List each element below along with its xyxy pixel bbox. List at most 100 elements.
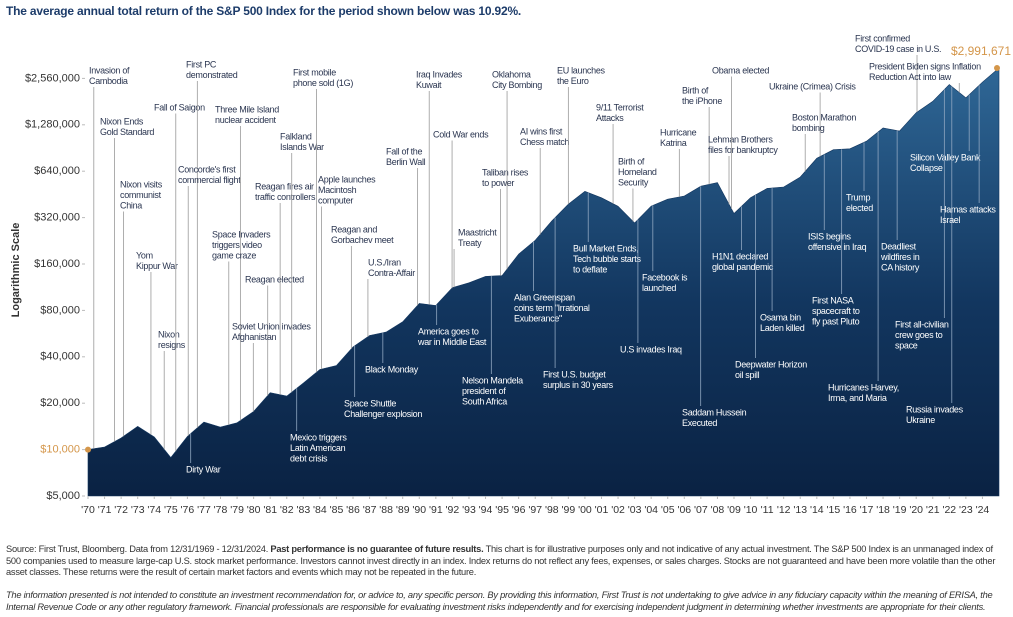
x-tick-label: '08 (711, 504, 725, 516)
annotation-text: Space Invaders (212, 230, 271, 240)
x-tick-label: '71 (98, 504, 112, 516)
x-tick-label: '74 (147, 504, 161, 516)
x-tick-label: '73 (131, 504, 145, 516)
annotation-text: Tech bubble starts (573, 254, 641, 264)
annotation-text: Osama bin (760, 313, 801, 323)
annotation-text: Hurricanes Harvey, (828, 383, 899, 393)
disclaimer: The information presented is not intende… (6, 590, 993, 612)
annotation-text: Invasion of (89, 66, 130, 76)
x-tick-label: '06 (677, 504, 691, 516)
annotation-text: space (895, 341, 918, 351)
x-tick-label: '77 (197, 504, 211, 516)
annotation-text: president of (462, 386, 506, 396)
x-tick-label: '70 (81, 504, 95, 516)
annotation-text: President Biden signs Inflation (869, 62, 981, 72)
x-tick-label: '22 (942, 504, 956, 516)
annotation-text: Contra-Affair (368, 268, 415, 278)
annotation-text: Executed (682, 418, 717, 428)
x-tick-label: '81 (263, 504, 277, 516)
annotation-text: Facebook is (642, 273, 688, 283)
annotation-text: Soviet Union invades (232, 322, 311, 332)
annotation-text: Oklahoma (492, 70, 531, 80)
annotation-text: Latin American (290, 443, 346, 453)
annotation-text: America goes to (418, 327, 479, 337)
annotation-text: City Bombing (492, 80, 542, 90)
x-tick-label: '13 (793, 504, 807, 516)
annotation-text: U.S./Iran (368, 258, 401, 268)
x-tick-label: '84 (313, 504, 327, 516)
x-tick-label: '90 (412, 504, 426, 516)
annotation-text: Iraq Invades (416, 70, 463, 80)
end-point (994, 64, 1000, 71)
x-tick-label: '76 (181, 504, 195, 516)
x-tick-label: '75 (164, 504, 178, 516)
annotation-text: surplus in 30 years (543, 380, 614, 390)
x-tick-label: '80 (247, 504, 261, 516)
annotation-text: to deflate (573, 265, 607, 275)
start-point (85, 446, 91, 453)
annotation-text: Laden killed (760, 323, 805, 333)
annotation-text: First PC (186, 60, 217, 70)
annotation-text: crew goes to (895, 330, 943, 340)
annotation-text: South Africa (462, 397, 507, 407)
annotation-text: Maastricht (458, 228, 497, 238)
annotation-text: launched (642, 283, 676, 293)
annotation-text: Macintosh (318, 185, 357, 195)
annotation-text: Concorde's first (178, 165, 236, 175)
x-tick-label: '09 (727, 504, 741, 516)
x-tick-label: '23 (959, 504, 973, 516)
x-tick-label: '18 (876, 504, 890, 516)
annotation-text: EU launches (557, 66, 606, 76)
annotation-text: Hamas attacks (940, 205, 996, 215)
x-tick-label: '02 (611, 504, 625, 516)
annotation-text: Alan Greenspan (514, 293, 575, 303)
value-label: $2,991,671 (951, 44, 1011, 58)
annotation-text: Lehman Brothers (708, 135, 773, 145)
annotation-text: debt crisis (290, 454, 328, 464)
annotation-text: to power (482, 178, 514, 188)
annotation-text: COVID-19 case in U.S. (855, 44, 941, 54)
y-tick-label: $10,000 (40, 444, 80, 456)
x-tick-label: '03 (628, 504, 642, 516)
footnote-text: This chart is for illustrative purposes … (6, 544, 996, 577)
annotation-text: Islands War (280, 142, 324, 152)
annotation-text: Reagan and (331, 225, 377, 235)
footnote-bold: Past performance is no guarantee of futu… (270, 544, 484, 554)
x-tick-label: '10 (744, 504, 758, 516)
y-tick-label: $40,000 (40, 351, 80, 363)
annotation-text: Afghanistan (232, 332, 277, 342)
annotation-text: U.S invades Iraq (620, 345, 682, 355)
x-tick-label: '86 (346, 504, 360, 516)
annotation-text: Yom (136, 251, 153, 261)
annotation-text: Gold Standard (100, 127, 154, 137)
x-tick-label: '20 (909, 504, 923, 516)
annotation-text: Bull Market Ends, (573, 244, 638, 254)
annotation-text: Birth of (682, 86, 709, 96)
x-tick-label: '96 (512, 504, 526, 516)
annotation-text: Russia invades (906, 405, 964, 415)
x-tick-label: '95 (495, 504, 509, 516)
x-tick-label: '85 (330, 504, 344, 516)
x-tick-label: '78 (214, 504, 228, 516)
annotation-text: Exuberance" (514, 314, 562, 324)
annotation-text: Nelson Mandela (462, 376, 523, 386)
annotation-text: spacecraft to (812, 306, 860, 316)
annotation-text: First all-civilian (895, 320, 949, 330)
annotation-text: Boston Marathon (792, 113, 856, 123)
annotation-text: Falkland (280, 132, 312, 142)
x-tick-label: '72 (114, 504, 128, 516)
y-axis-label: Logarithmic Scale (10, 223, 22, 318)
x-tick-label: '14 (810, 504, 824, 516)
annotation-text: global pandemic (712, 262, 774, 272)
y-tick-label: $160,000 (34, 258, 80, 270)
annotation-text: Cambodia (89, 76, 128, 86)
y-tick-label: $80,000 (40, 304, 80, 316)
annotation-text: Black Monday (365, 365, 419, 375)
annotation-text: triggers video (212, 240, 262, 250)
annotation-text: AI wins first (520, 127, 563, 137)
annotation-text: Nixon (158, 330, 180, 340)
x-tick-label: '88 (379, 504, 393, 516)
annotation-text: First U.S. budget (543, 370, 606, 380)
annotation-text: Ukraine (Crimea) Crisis (769, 82, 856, 92)
